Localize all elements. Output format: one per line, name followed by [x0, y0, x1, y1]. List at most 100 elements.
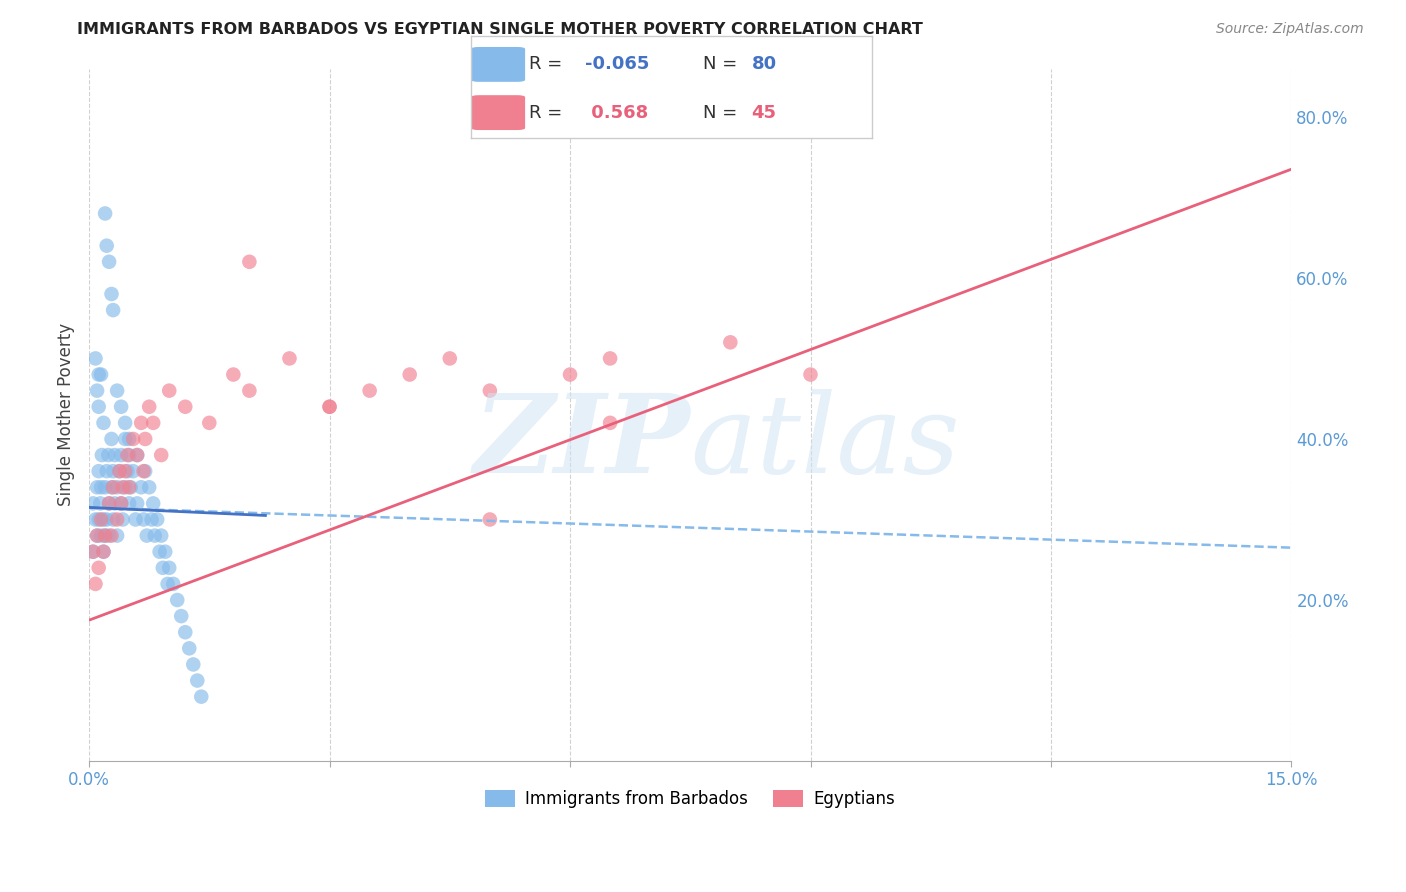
Point — [149, 544, 172, 558]
Point — [718, 335, 741, 350]
Point — [129, 480, 152, 494]
Point — [110, 400, 132, 414]
Point — [359, 384, 381, 398]
Point — [94, 480, 117, 494]
Point — [170, 609, 193, 624]
Point — [100, 287, 122, 301]
Point — [87, 368, 110, 382]
Point — [152, 561, 174, 575]
Point — [278, 351, 301, 366]
Point — [117, 464, 139, 478]
Point — [134, 432, 156, 446]
Point — [138, 480, 160, 494]
Point — [101, 512, 124, 526]
Point — [190, 690, 212, 704]
Point — [84, 351, 107, 366]
Point — [87, 400, 110, 414]
Point — [100, 480, 122, 494]
Point — [599, 351, 621, 366]
Point — [111, 512, 134, 526]
Point — [134, 464, 156, 478]
Point — [86, 384, 108, 398]
Point — [478, 384, 501, 398]
Point — [238, 384, 260, 398]
Point — [638, 110, 661, 124]
Point — [94, 528, 117, 542]
Point — [114, 464, 136, 478]
Point — [141, 512, 163, 526]
Point — [118, 496, 141, 510]
Point — [90, 480, 112, 494]
Point — [157, 384, 180, 398]
Point — [105, 384, 128, 398]
Point — [98, 496, 121, 510]
Point — [127, 448, 149, 462]
Point — [94, 528, 117, 542]
Point — [155, 544, 177, 558]
Point — [143, 528, 166, 542]
Point — [87, 512, 110, 526]
Point — [105, 528, 128, 542]
Point — [114, 416, 136, 430]
Text: atlas: atlas — [690, 389, 960, 496]
Point — [89, 496, 111, 510]
Point — [110, 448, 132, 462]
Point — [111, 480, 134, 494]
Point — [110, 496, 132, 510]
Point — [181, 657, 204, 672]
Point — [101, 303, 124, 318]
Point — [97, 448, 120, 462]
Point — [96, 512, 118, 526]
Point — [84, 512, 107, 526]
Point — [110, 496, 132, 510]
Text: 45: 45 — [752, 103, 776, 121]
Point — [82, 544, 104, 558]
Point — [98, 496, 121, 510]
Point — [142, 416, 165, 430]
Point — [186, 673, 208, 688]
Text: N =: N = — [703, 55, 738, 73]
Point — [118, 432, 141, 446]
Point — [238, 254, 260, 268]
Point — [146, 512, 169, 526]
Text: Source: ZipAtlas.com: Source: ZipAtlas.com — [1216, 22, 1364, 37]
Point — [198, 416, 221, 430]
Point — [101, 464, 124, 478]
Point — [179, 641, 201, 656]
Point — [138, 400, 160, 414]
Point — [118, 448, 141, 462]
Point — [96, 238, 118, 252]
Point — [478, 512, 501, 526]
Point — [108, 464, 131, 478]
Point — [90, 512, 112, 526]
Point — [86, 528, 108, 542]
Point — [558, 368, 581, 382]
Point — [799, 368, 821, 382]
Point — [132, 512, 155, 526]
Point — [96, 464, 118, 478]
Point — [98, 528, 121, 542]
Point — [166, 593, 188, 607]
Point — [174, 400, 197, 414]
Point — [93, 416, 115, 430]
Point — [142, 496, 165, 510]
FancyBboxPatch shape — [471, 95, 524, 130]
Point — [132, 464, 155, 478]
Point — [108, 464, 131, 478]
Text: 80: 80 — [752, 55, 776, 73]
Point — [127, 496, 149, 510]
Text: R =: R = — [529, 55, 562, 73]
FancyBboxPatch shape — [471, 47, 524, 82]
Point — [100, 432, 122, 446]
Point — [124, 512, 146, 526]
Point — [87, 561, 110, 575]
Y-axis label: Single Mother Poverty: Single Mother Poverty — [58, 323, 75, 507]
Point — [135, 528, 157, 542]
Point — [222, 368, 245, 382]
Point — [86, 480, 108, 494]
Point — [90, 368, 112, 382]
Point — [82, 544, 104, 558]
Point — [150, 448, 173, 462]
Point — [84, 577, 107, 591]
Text: ZIP: ZIP — [474, 389, 690, 496]
